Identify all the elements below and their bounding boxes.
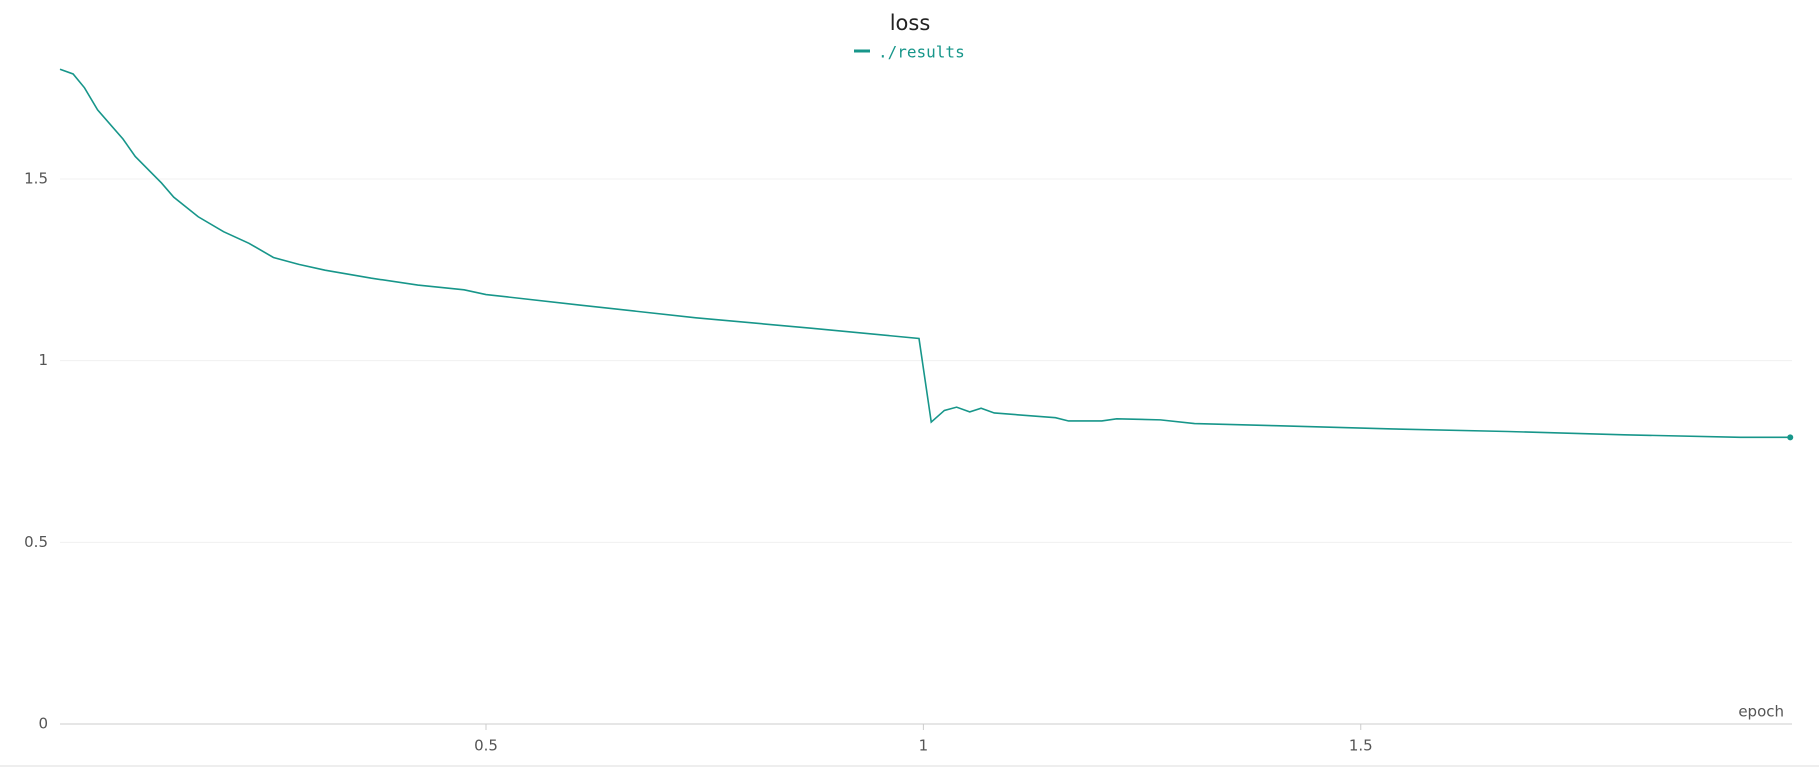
y-tick-label: 1.5 — [24, 169, 48, 187]
x-axis-label: epoch — [1738, 703, 1784, 721]
legend-label: ./results — [878, 43, 965, 62]
line — [59, 68, 1791, 439]
y-tick-label: 1 — [38, 351, 48, 369]
y-tick-label: 0 — [38, 715, 48, 733]
x-tick-label: 0.5 — [474, 737, 498, 755]
x-tick-label: 1 — [919, 737, 929, 755]
y-tick-label: 0.5 — [24, 533, 48, 551]
end-point — [1787, 434, 1794, 441]
x-tick-label: 1.5 — [1349, 737, 1373, 755]
chart-title: loss — [890, 11, 931, 35]
